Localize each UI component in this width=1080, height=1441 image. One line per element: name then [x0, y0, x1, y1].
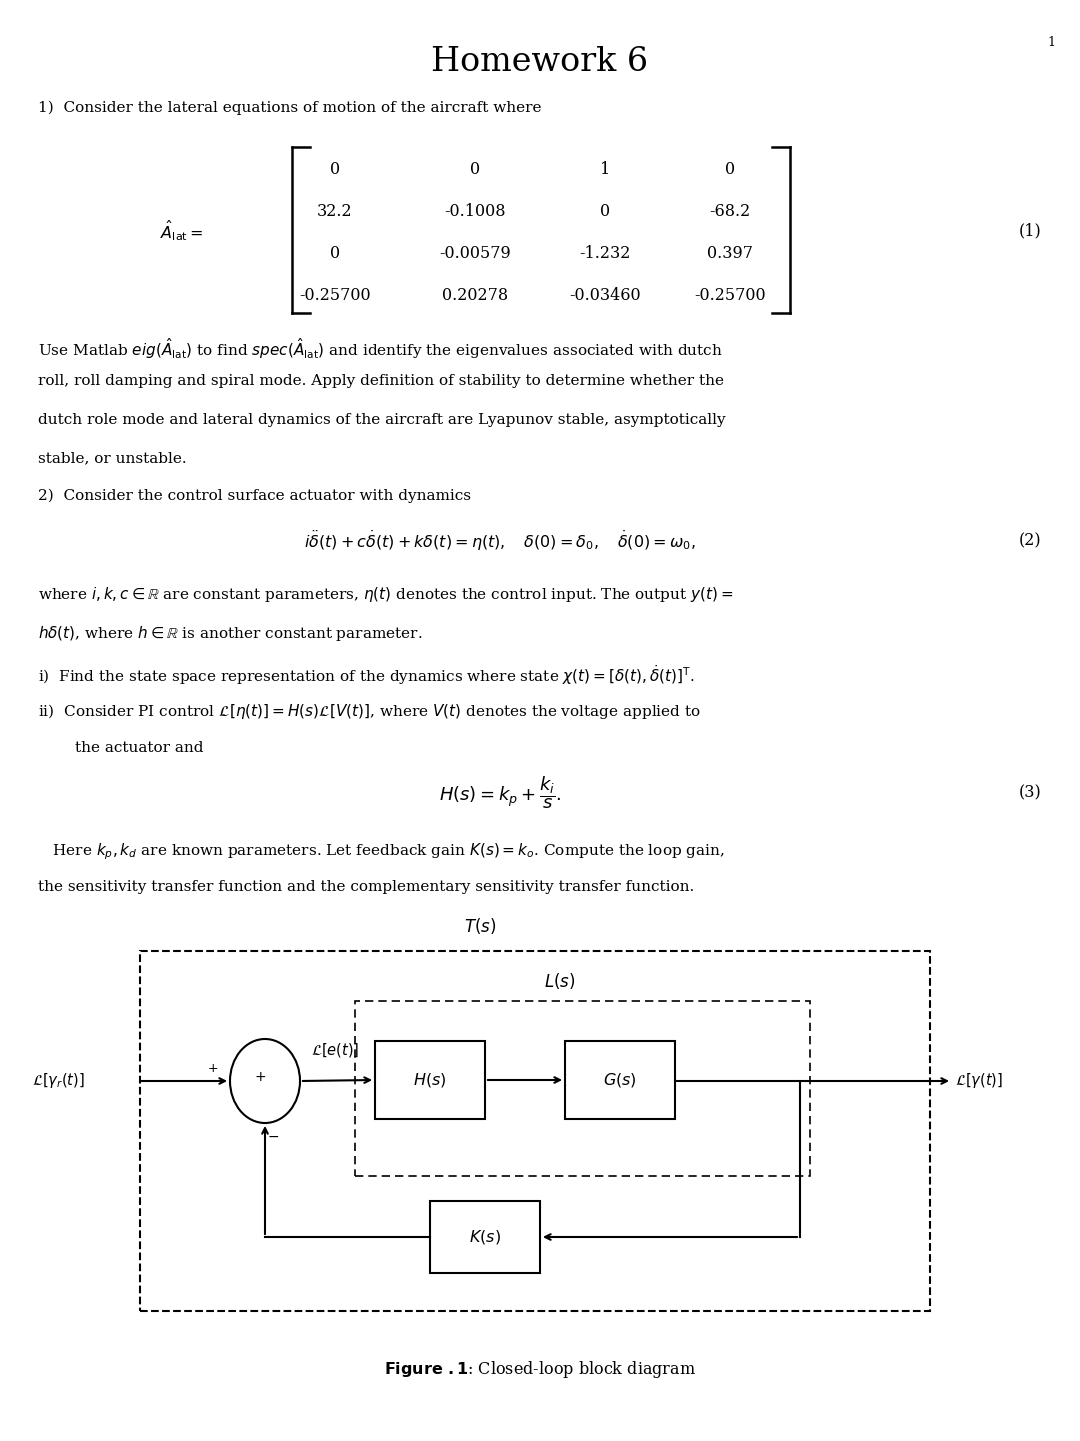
Text: $-$: $-$ — [267, 1128, 279, 1143]
Text: -1.232: -1.232 — [579, 245, 631, 261]
Text: 32.2: 32.2 — [318, 203, 353, 219]
Text: 1)  Consider the lateral equations of motion of the aircraft where: 1) Consider the lateral equations of mot… — [38, 101, 541, 115]
Text: $\mathbf{Figure\ .1}$: Closed-loop block diagram: $\mathbf{Figure\ .1}$: Closed-loop block… — [384, 1359, 696, 1380]
Bar — [375, 1040, 485, 1120]
Text: $G(s)$: $G(s)$ — [603, 1071, 637, 1089]
Text: $T(s)$: $T(s)$ — [463, 916, 496, 937]
Text: (3): (3) — [1018, 784, 1041, 801]
Text: Here $k_p, k_d$ are known parameters. Let feedback gain $K(s) = k_o$. Compute th: Here $k_p, k_d$ are known parameters. Le… — [38, 842, 725, 862]
Text: 0.20278: 0.20278 — [442, 287, 508, 304]
Text: -0.1008: -0.1008 — [444, 203, 505, 219]
Text: 0: 0 — [329, 245, 340, 261]
Text: ii)  Consider PI control $\mathcal{L}[\eta(t)] = H(s)\mathcal{L}[V(t)]$, where $: ii) Consider PI control $\mathcal{L}[\et… — [38, 702, 701, 720]
Text: 0: 0 — [599, 203, 610, 219]
Text: -68.2: -68.2 — [710, 203, 751, 219]
Text: $i\ddot{\delta}(t) + c\dot{\delta}(t) + k\delta(t) = \eta(t), \quad \delta(0) = : $i\ddot{\delta}(t) + c\dot{\delta}(t) + … — [305, 529, 696, 553]
Text: where $i, k, c \in \mathbb{R}$ are constant parameters, $\eta(t)$ denotes the co: where $i, k, c \in \mathbb{R}$ are const… — [38, 585, 733, 604]
Text: dutch role mode and lateral dynamics of the aircraft are Lyapunov stable, asympt: dutch role mode and lateral dynamics of … — [38, 414, 726, 427]
Text: $+$: $+$ — [254, 1071, 266, 1084]
Text: $\mathcal{L}\left[e(t)\right]$: $\mathcal{L}\left[e(t)\right]$ — [311, 1040, 360, 1059]
Text: i)  Find the state space representation of the dynamics where state $\chi(t) = [: i) Find the state space representation o… — [38, 663, 696, 687]
Text: roll, roll damping and spiral mode. Apply definition of stability to determine w: roll, roll damping and spiral mode. Appl… — [38, 375, 724, 389]
Bar — [430, 1200, 540, 1272]
Text: $\hat{A}_{\mathrm{lat}}$$ =$: $\hat{A}_{\mathrm{lat}}$$ =$ — [160, 219, 204, 244]
Text: stable, or unstable.: stable, or unstable. — [38, 451, 187, 465]
Bar — [140, 951, 930, 1311]
Text: $L(s)$: $L(s)$ — [544, 971, 576, 991]
Text: 0.397: 0.397 — [707, 245, 753, 261]
Bar — [355, 1001, 810, 1176]
Bar — [565, 1040, 675, 1120]
Text: -0.25700: -0.25700 — [694, 287, 766, 304]
Text: Use Matlab $\mathit{eig}(\hat{A}_{\mathrm{lat}})$ to find $\mathit{spec}(\hat{A}: Use Matlab $\mathit{eig}(\hat{A}_{\mathr… — [38, 336, 723, 360]
Text: -0.03460: -0.03460 — [569, 287, 640, 304]
Text: 0: 0 — [725, 160, 735, 177]
Text: -0.00579: -0.00579 — [440, 245, 511, 261]
Text: Homework 6: Homework 6 — [431, 46, 649, 78]
Text: 1: 1 — [1047, 36, 1055, 49]
Text: $h\delta(t)$, where $h \in \mathbb{R}$ is another constant parameter.: $h\delta(t)$, where $h \in \mathbb{R}$ i… — [38, 624, 422, 643]
Text: $+$: $+$ — [206, 1062, 218, 1075]
Text: $H(s)$: $H(s)$ — [414, 1071, 447, 1089]
Text: $\mathcal{L}\left[\gamma_r(t)\right]$: $\mathcal{L}\left[\gamma_r(t)\right]$ — [32, 1072, 85, 1091]
Text: 0: 0 — [470, 160, 481, 177]
Text: the actuator and: the actuator and — [75, 741, 203, 755]
Text: the sensitivity transfer function and the complementary sensitivity transfer fun: the sensitivity transfer function and th… — [38, 880, 694, 893]
Text: 2)  Consider the control surface actuator with dynamics: 2) Consider the control surface actuator… — [38, 488, 471, 503]
Text: $H(s) = k_p + \dfrac{k_i}{s}.$: $H(s) = k_p + \dfrac{k_i}{s}.$ — [438, 775, 562, 811]
Text: -0.25700: -0.25700 — [299, 287, 370, 304]
Text: 1: 1 — [599, 160, 610, 177]
Text: $\mathcal{L}\left[\gamma(t)\right]$: $\mathcal{L}\left[\gamma(t)\right]$ — [955, 1072, 1003, 1091]
Text: 0: 0 — [329, 160, 340, 177]
Text: (2): (2) — [1018, 533, 1041, 549]
Text: $K(s)$: $K(s)$ — [469, 1228, 501, 1246]
Text: (1): (1) — [1018, 222, 1041, 239]
